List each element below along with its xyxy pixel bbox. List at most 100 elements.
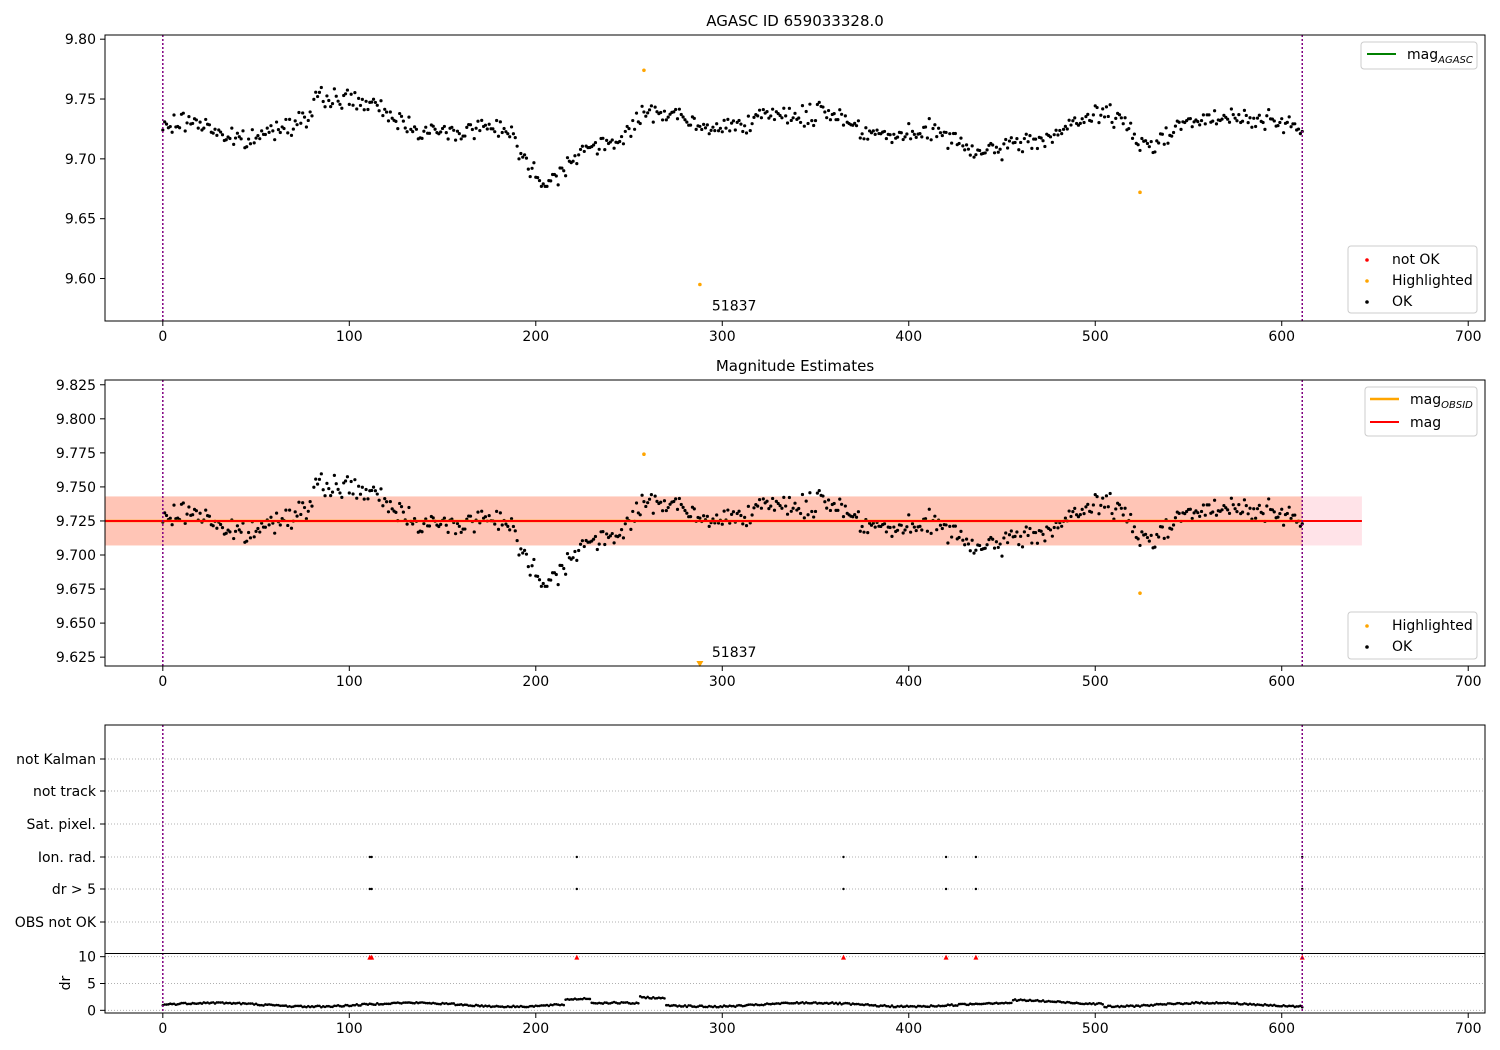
ok-point (832, 112, 836, 116)
ok-point (685, 120, 689, 124)
ok-point (597, 542, 601, 546)
ok-point (515, 144, 519, 148)
ok-point (1255, 507, 1260, 511)
ok-point (871, 521, 875, 525)
ok-point (923, 125, 928, 129)
ok-point (910, 522, 915, 526)
ok-point (278, 523, 282, 527)
flag-point (974, 887, 978, 891)
ok-point (485, 127, 489, 131)
ok-point (452, 128, 456, 132)
agasc-mag-panel: AGASC ID 659033328.0 0 100 200 300 400 500 600… (65, 12, 1486, 345)
ok-point (1235, 510, 1239, 514)
legend-marker-ok-2 (1365, 645, 1369, 649)
ok-point (562, 566, 566, 571)
dr-point (418, 1001, 422, 1004)
ok-point (228, 530, 232, 534)
ok-point (625, 516, 629, 520)
ok-point (791, 506, 795, 510)
ok-point (1076, 515, 1081, 519)
ok-point (377, 109, 381, 113)
ok-point (172, 113, 176, 117)
ok-point (765, 109, 769, 114)
dr-point (452, 1002, 456, 1005)
p2-xtick-label-0: 0 (158, 674, 167, 690)
ok-point (634, 111, 639, 115)
ok-point (1263, 127, 1267, 131)
ok-point (194, 509, 198, 513)
ok-point (1147, 145, 1151, 149)
ok-point (653, 105, 657, 109)
ok-point (996, 150, 1000, 154)
ok-point (892, 132, 896, 136)
ok-point (444, 523, 448, 527)
dr-point (864, 1003, 868, 1006)
ok-point (698, 124, 702, 129)
highlighted-point (1138, 190, 1142, 195)
ok-point (737, 118, 741, 123)
p2-ytick-label-8: 9.825 (56, 378, 96, 394)
dr-point (185, 1002, 189, 1006)
dr-point (471, 1004, 474, 1008)
dr-point (653, 997, 657, 1000)
ok-point (228, 136, 232, 141)
ok-point (276, 128, 281, 132)
panel2-legend-lower: Highlighted OK (1347, 611, 1478, 660)
ok-point (994, 145, 999, 149)
panel1-legend-upper: magAGASC (1360, 41, 1478, 70)
dr-point (297, 1004, 301, 1008)
ok-point (398, 111, 402, 116)
flag-point (842, 887, 845, 891)
ok-point (1061, 127, 1066, 131)
ok-point (903, 135, 907, 139)
ok-point (601, 136, 605, 140)
ok-point (330, 490, 335, 494)
ok-point (211, 131, 215, 135)
ok-point (901, 531, 905, 535)
ok-point (1017, 543, 1021, 547)
ok-point (905, 525, 909, 529)
ok-point (215, 133, 219, 137)
panel2-legend-upper: magOBSID mag (1364, 386, 1478, 437)
ok-point (1026, 533, 1030, 538)
ok-point (720, 522, 724, 526)
flag-label-0: not Kalman (16, 752, 96, 768)
dr-point (801, 1000, 804, 1004)
ok-point (388, 110, 392, 114)
ok-point (414, 127, 419, 131)
dr-point (592, 1001, 595, 1005)
ok-point (907, 513, 911, 517)
ok-point (495, 509, 499, 513)
ok-point (1112, 125, 1116, 129)
ok-point (633, 127, 637, 131)
dr-point (698, 1004, 702, 1008)
ok-point (1069, 123, 1073, 127)
ok-point (1017, 148, 1021, 152)
ok-point (575, 161, 579, 166)
ok-point (388, 500, 392, 504)
ok-point (439, 130, 443, 134)
dr-point (333, 1004, 336, 1008)
ok-point (254, 136, 258, 140)
ok-point (619, 528, 624, 532)
ok-point (386, 510, 391, 514)
ok-point (1298, 132, 1302, 136)
ok-point (1117, 503, 1122, 507)
ok-point (1281, 523, 1286, 527)
ok-point (784, 504, 788, 508)
ok-point (756, 504, 760, 508)
ok-point (826, 498, 831, 502)
ok-point (1296, 127, 1301, 131)
ok-point (821, 494, 825, 498)
ok-point (806, 513, 810, 517)
legend-label-mag-obsid: magOBSID (1410, 392, 1473, 411)
ok-point (804, 109, 808, 114)
dr-point (967, 1003, 970, 1007)
ok-point (260, 129, 264, 133)
ok-point (245, 145, 249, 149)
ok-point (702, 514, 706, 518)
ok-point (950, 141, 954, 145)
ok-point (597, 147, 601, 151)
ok-point (308, 499, 312, 504)
ok-point (181, 111, 185, 115)
